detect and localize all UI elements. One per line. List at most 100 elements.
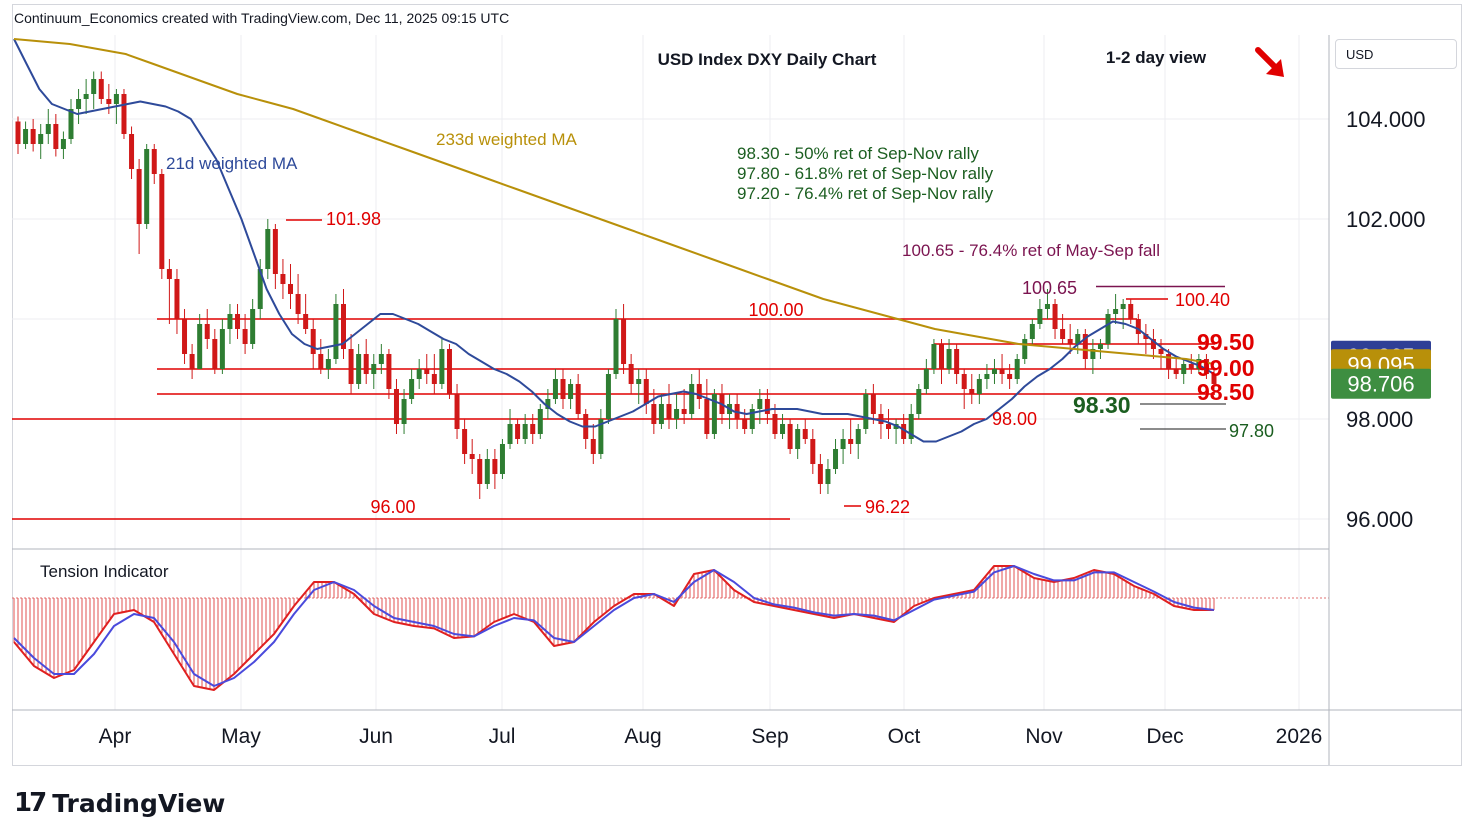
candle <box>1060 314 1066 344</box>
candle <box>431 354 437 394</box>
axes: Apr May Jun Jul Aug Sep Oct Nov Dec 2026 104.000 10… <box>12 35 1462 765</box>
candle-body <box>522 424 528 439</box>
candle <box>575 374 581 419</box>
candle <box>1166 349 1172 379</box>
candle-body <box>318 354 324 369</box>
tension-signal-line <box>13 565 1215 687</box>
level-label: 98.50 <box>1197 379 1255 405</box>
level-label: 97.80 <box>1229 421 1274 441</box>
candle <box>310 319 316 369</box>
candle-body <box>780 424 786 434</box>
candle <box>1188 354 1194 374</box>
candle-body <box>1007 374 1013 379</box>
candle <box>825 459 831 494</box>
candle <box>38 124 44 159</box>
candle <box>265 219 271 279</box>
candle-body <box>227 314 233 329</box>
candle <box>810 429 816 474</box>
candle-body <box>946 349 952 369</box>
candle <box>833 439 839 474</box>
candle <box>378 344 384 374</box>
candle-body <box>91 79 97 94</box>
candle <box>53 114 59 157</box>
ret-label-1: 98.30 - 50% ret of Sep-Nov rally <box>737 144 979 163</box>
candle <box>568 379 574 409</box>
candle-body <box>742 419 748 429</box>
candle <box>727 394 733 429</box>
candle <box>348 334 354 394</box>
candle-body <box>1135 319 1141 334</box>
tradingview-logo[interactable]: 17 TradingView <box>14 788 225 818</box>
candle <box>144 144 150 229</box>
candle-body <box>530 424 536 434</box>
moving-averages <box>13 38 1215 443</box>
candle-body <box>613 319 619 374</box>
candle <box>106 84 112 114</box>
candle <box>938 339 944 384</box>
candle <box>552 369 558 404</box>
candle-body <box>1196 359 1202 369</box>
candle <box>250 299 256 349</box>
candle <box>757 389 763 424</box>
candle <box>1014 354 1020 384</box>
candle-body <box>151 149 157 174</box>
candle-body <box>840 439 846 449</box>
candle <box>886 409 892 439</box>
candle-body <box>711 394 717 434</box>
ma21-line <box>13 38 1215 443</box>
candle <box>212 329 218 374</box>
candle <box>30 119 36 152</box>
candle-body <box>242 329 248 344</box>
chart-title: USD Index DXY Daily Chart <box>658 50 877 69</box>
candle <box>1181 359 1187 384</box>
candle-body <box>749 409 755 429</box>
candle <box>235 304 241 339</box>
candle-body <box>976 379 982 394</box>
tradingview-logo-text: TradingView <box>52 788 226 818</box>
candle <box>219 319 225 374</box>
candle <box>560 369 566 409</box>
candle <box>537 404 543 439</box>
ma21-label: 21d weighted MA <box>166 154 298 173</box>
candle-body <box>916 389 922 414</box>
price-badge: 98.706 <box>1331 368 1431 399</box>
candle <box>1128 299 1134 324</box>
candle <box>189 344 195 379</box>
candle-body <box>643 379 649 404</box>
candle <box>840 429 846 464</box>
support-resistance-lines <box>12 219 1226 520</box>
chart-frame <box>12 4 1462 766</box>
candle <box>530 414 536 444</box>
currency-selector[interactable]: USD <box>1335 39 1457 69</box>
candle-body <box>197 324 203 369</box>
candle-body <box>45 124 51 134</box>
candle <box>991 359 997 384</box>
candle <box>303 294 309 334</box>
candle <box>318 339 324 374</box>
level-label: 98.30 <box>1073 392 1131 418</box>
chart-credit: Continuum_Economics created with Trading… <box>14 10 510 26</box>
candle-body <box>499 444 505 474</box>
candle-body <box>477 459 483 484</box>
candle <box>522 414 528 444</box>
candle-body <box>257 269 263 309</box>
ma233-label: 233d weighted MA <box>436 130 577 149</box>
candle-body <box>1158 349 1164 354</box>
candle-body <box>999 369 1005 374</box>
view-label: 1-2 day view <box>1106 48 1207 67</box>
candle-body <box>954 349 960 374</box>
candle <box>424 354 430 384</box>
candle-body <box>1022 339 1028 359</box>
candle <box>197 314 203 369</box>
candle-body <box>878 414 884 424</box>
candle-body <box>590 439 596 454</box>
candle <box>870 384 876 424</box>
candle-body <box>1203 359 1209 374</box>
candle-body <box>704 399 710 434</box>
candle <box>931 339 937 374</box>
candle-body <box>280 274 286 284</box>
candle-body <box>68 109 74 139</box>
candle <box>954 344 960 384</box>
candle <box>272 224 278 289</box>
